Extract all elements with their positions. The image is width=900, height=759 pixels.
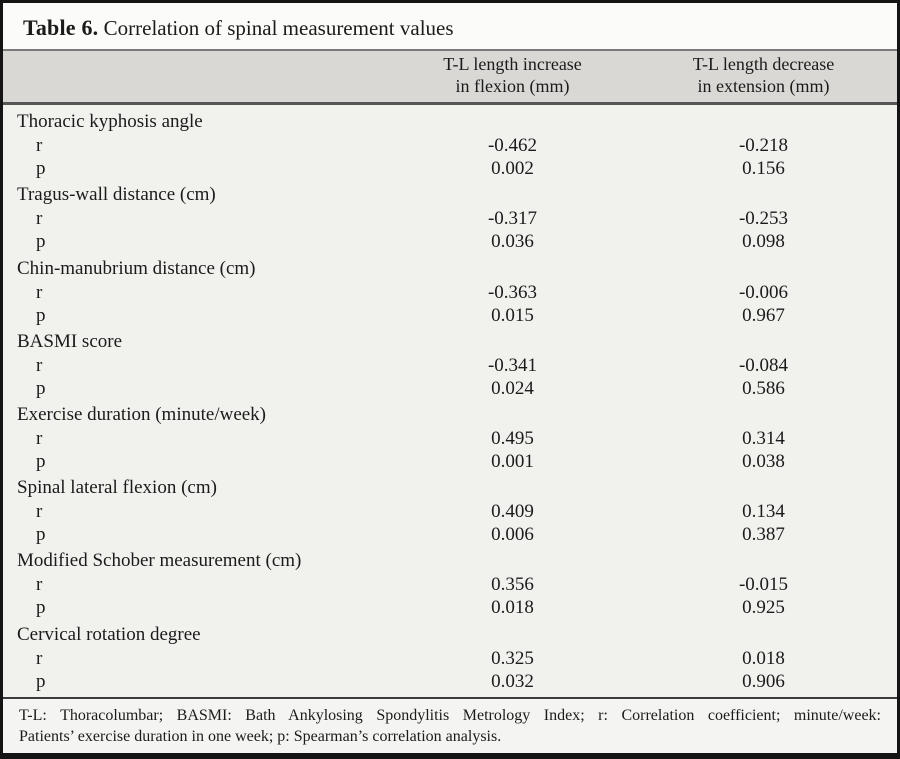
table-number: Table 6. — [23, 15, 99, 40]
r-value-flexion: 0.495 — [491, 427, 534, 449]
table-caption: Table 6. Correlation of spinal measureme… — [3, 3, 897, 49]
measure-label: Spinal lateral flexion (cm) — [17, 477, 217, 499]
measure-label: Exercise duration (minute/week) — [17, 403, 267, 425]
measure-group-modified-schober: Modified Schober measurement (cm) r 0.35… — [3, 548, 897, 619]
r-value-flexion: -0.462 — [487, 135, 538, 157]
r-value-extension: -0.218 — [738, 135, 789, 157]
r-value-extension: 0.134 — [742, 501, 785, 523]
r-value-flexion: 0.356 — [491, 574, 534, 596]
stat-label-r: r — [36, 574, 43, 596]
stat-label-r: r — [36, 647, 43, 669]
table-title-text: Correlation of spinal measurement values — [103, 16, 454, 40]
p-value-flexion: 0.015 — [491, 304, 534, 326]
stat-label-r: r — [36, 501, 43, 523]
measure-group-cervical-rotation: Cervical rotation degree r 0.325 0.018 p… — [3, 622, 897, 693]
measure-group-exercise-duration: Exercise duration (minute/week) r 0.495 … — [3, 402, 897, 473]
measure-label: Thoracic kyphosis angle — [17, 111, 203, 133]
header-col-flexion: T-L length increase in flexion (mm) — [443, 54, 582, 96]
r-value-extension: -0.084 — [738, 354, 789, 376]
r-value-extension: -0.015 — [738, 574, 789, 596]
measure-group-tragus-wall-distance: Tragus-wall distance (cm) r -0.317 -0.25… — [3, 182, 897, 253]
r-value-flexion: -0.317 — [487, 208, 538, 230]
p-value-flexion: 0.032 — [491, 670, 534, 692]
r-value-flexion: 0.409 — [491, 501, 534, 523]
footnote-line-2: Patients’ exercise duration in one week;… — [19, 727, 502, 745]
table-footnote: T-L: Thoracolumbar; BASMI: Bath Ankylosi… — [3, 696, 897, 753]
header-col-extension: T-L length decrease in extension (mm) — [692, 54, 835, 96]
stat-label-p: p — [36, 158, 46, 180]
measure-group-chin-manubrium-distance: Chin-manubrium distance (cm) r -0.363 -0… — [3, 256, 897, 327]
stat-label-p: p — [36, 231, 46, 253]
p-value-flexion: 0.001 — [491, 450, 534, 472]
r-value-extension: 0.314 — [742, 427, 785, 449]
measure-label: BASMI score — [17, 330, 123, 352]
measure-label: Modified Schober measurement (cm) — [17, 550, 302, 572]
p-value-extension: 0.387 — [742, 524, 785, 546]
r-value-extension: 0.018 — [742, 647, 785, 669]
measure-group-spinal-lateral-flexion: Spinal lateral flexion (cm) r 0.409 0.13… — [3, 475, 897, 546]
stat-label-p: p — [36, 670, 46, 692]
measure-group-basmi-score: BASMI score r -0.341 -0.084 p 0.024 0.58… — [3, 329, 897, 400]
p-value-flexion: 0.018 — [491, 597, 534, 619]
p-value-flexion: 0.036 — [491, 231, 534, 253]
measure-group-thoracic-kyphosis-angle: Thoracic kyphosis angle r -0.462 -0.218 … — [3, 109, 897, 180]
measure-label: Chin-manubrium distance (cm) — [17, 257, 256, 279]
stat-label-p: p — [36, 597, 46, 619]
measure-label: Cervical rotation degree — [17, 623, 201, 645]
p-value-extension: 0.925 — [742, 597, 785, 619]
r-value-flexion: -0.363 — [487, 281, 538, 303]
r-value-flexion: 0.325 — [491, 647, 534, 669]
stat-label-r: r — [36, 427, 43, 449]
stat-label-r: r — [36, 208, 43, 230]
table-body: Thoracic kyphosis angle r -0.462 -0.218 … — [3, 104, 897, 697]
p-value-extension: 0.967 — [742, 304, 785, 326]
stat-label-r: r — [36, 135, 43, 157]
r-value-flexion: -0.341 — [487, 354, 538, 376]
r-value-extension: -0.006 — [738, 281, 789, 303]
stat-label-r: r — [36, 354, 43, 376]
p-value-extension: 0.156 — [742, 158, 785, 180]
table-header: T-L length increase in flexion (mm) T-L … — [3, 49, 897, 105]
p-value-extension: 0.906 — [742, 670, 785, 692]
r-value-extension: -0.253 — [738, 208, 789, 230]
p-value-flexion: 0.006 — [491, 524, 534, 546]
p-value-extension: 0.586 — [742, 377, 785, 399]
footnote-line-1: T-L: Thoracolumbar; BASMI: Bath Ankylosi… — [19, 706, 881, 724]
p-value-flexion: 0.002 — [491, 158, 534, 180]
stat-label-p: p — [36, 524, 46, 546]
p-value-flexion: 0.024 — [491, 377, 534, 399]
stat-label-r: r — [36, 281, 43, 303]
stat-label-p: p — [36, 304, 46, 326]
header-empty-cell — [17, 54, 387, 98]
p-value-extension: 0.098 — [742, 231, 785, 253]
stat-label-p: p — [36, 377, 46, 399]
measure-label: Tragus-wall distance (cm) — [17, 184, 216, 206]
stat-label-p: p — [36, 450, 46, 472]
p-value-extension: 0.038 — [742, 450, 785, 472]
